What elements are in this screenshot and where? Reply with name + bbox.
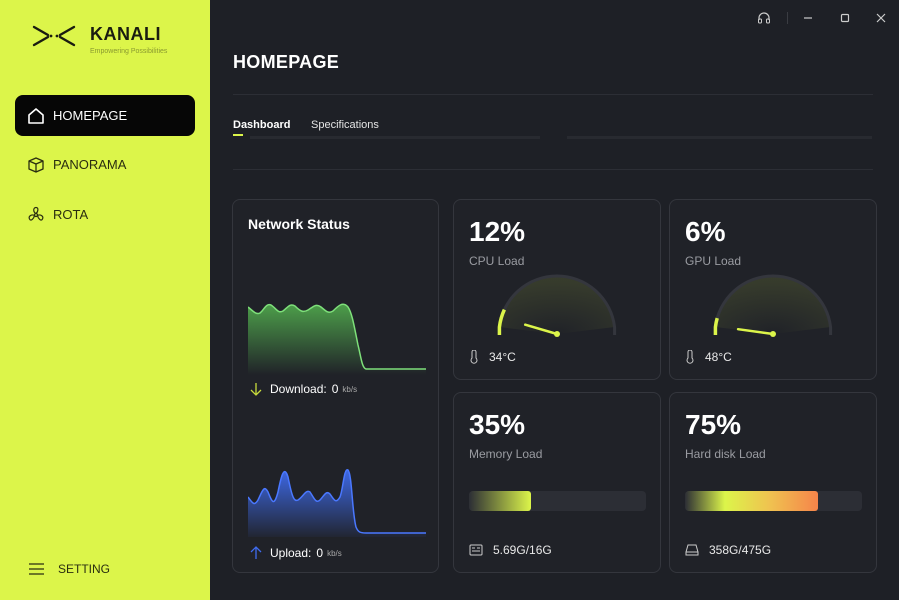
gauge-face <box>715 276 831 334</box>
setting-label: SETTING <box>58 562 111 576</box>
menu-icon <box>29 563 44 575</box>
gauge-face <box>499 276 615 334</box>
disk-label: Hard disk Load <box>685 447 766 461</box>
sidebar: KANALI Empowering Possibilities HOMEPAGE… <box>0 0 210 600</box>
gpu-label: GPU Load <box>685 254 742 268</box>
download-label: Download: <box>270 382 327 396</box>
sidebar-item-rota[interactable]: ROTA <box>15 194 195 235</box>
network-title: Network Status <box>248 216 350 232</box>
download-unit: kb/s <box>342 384 358 394</box>
divider <box>233 169 873 170</box>
upload-line <box>248 469 426 534</box>
divider <box>233 94 873 95</box>
gpu-temp: 48°C <box>685 350 732 364</box>
sidebar-item-label: PANORAMA <box>53 157 127 172</box>
gauge-needle <box>523 323 559 336</box>
arrow-down-icon <box>250 383 262 396</box>
gpu-temp-value: 48°C <box>705 350 732 364</box>
disk-value: 75% <box>685 409 742 440</box>
cpu-value: 12% <box>469 216 526 247</box>
memory-progress <box>469 491 646 511</box>
arrow-up-icon <box>250 546 262 559</box>
minimize-icon[interactable] <box>800 10 816 26</box>
download-line <box>248 303 426 370</box>
app-name: KANALI <box>90 24 161 44</box>
upload-unit: kb/s <box>327 548 342 558</box>
cpu-label: CPU Load <box>469 254 525 268</box>
upload-status: Upload: 0 kb/s <box>249 546 342 560</box>
cpu-temp-value: 34°C <box>489 350 516 364</box>
download-status: Download: 0 kb/s <box>249 382 357 396</box>
page-title: HOMEPAGE <box>233 52 340 72</box>
memory-card: 35% Memory Load 5.69G/16G <box>453 392 661 573</box>
gpu-card: 6% GPU Load 48°C <box>669 199 877 380</box>
disk-usage: 358G/475G <box>685 543 771 557</box>
maximize-icon[interactable] <box>837 10 853 26</box>
thermometer-icon <box>686 350 694 364</box>
cpu-gauge <box>497 274 617 337</box>
app-tagline: Empowering Possibilities <box>90 48 168 55</box>
tab-track <box>567 136 872 139</box>
cpu-card: 12% CPU Load 34°C <box>453 199 661 380</box>
upload-chart <box>248 469 426 537</box>
home-icon <box>28 107 44 124</box>
memory-usage: 5.69G/16G <box>469 543 552 557</box>
gauge-track <box>497 274 617 336</box>
upload-value: 0 <box>316 546 324 560</box>
network-status-card: Network Status Download: 0 kb/s Upload: … <box>232 199 439 573</box>
tab-indicator <box>233 134 243 136</box>
sidebar-item-panorama[interactable]: PANORAMA <box>15 144 195 185</box>
gauge-value-arc <box>497 308 506 336</box>
memory-chip-icon <box>469 544 483 556</box>
hard-disk-icon <box>685 544 699 556</box>
tab-specifications[interactable]: Specifications <box>311 119 379 131</box>
gauge-needle-hub <box>554 331 560 337</box>
headset-icon[interactable] <box>756 10 772 26</box>
gauge-needle <box>736 327 775 336</box>
box-icon <box>28 156 44 173</box>
disk-usage-value: 358G/475G <box>709 543 772 557</box>
disk-card: 75% Hard disk Load 358G/475G <box>669 392 877 573</box>
gpu-value: 6% <box>685 216 726 247</box>
gauge-value-arc <box>713 317 719 336</box>
memory-usage-value: 5.69G/16G <box>493 543 552 557</box>
thermometer-icon <box>470 350 478 364</box>
gauge-needle-hub <box>770 331 776 337</box>
tab-dashboard[interactable]: Dashboard <box>233 119 291 131</box>
gauge-track <box>713 274 833 336</box>
fan-icon <box>28 206 44 221</box>
download-area <box>248 304 426 375</box>
upload-label: Upload: <box>270 546 312 560</box>
divider <box>787 12 788 24</box>
setting-button[interactable]: SETTING <box>28 562 110 576</box>
memory-value: 35% <box>469 409 526 440</box>
gpu-gauge <box>713 274 833 337</box>
cpu-temp: 34°C <box>469 350 516 364</box>
logo: KANALI Empowering Possibilities <box>32 24 167 55</box>
sidebar-item-label: HOMEPAGE <box>53 108 128 123</box>
disk-progress <box>685 491 862 511</box>
download-chart <box>248 303 426 375</box>
close-icon[interactable] <box>873 10 889 26</box>
upload-area <box>248 469 426 537</box>
memory-label: Memory Load <box>469 447 543 461</box>
sidebar-item-label: ROTA <box>53 207 89 222</box>
download-value: 0 <box>331 382 339 396</box>
sidebar-item-homepage[interactable]: HOMEPAGE <box>15 95 195 136</box>
kanali-logo-icon <box>32 25 76 47</box>
tab-track <box>250 136 540 139</box>
